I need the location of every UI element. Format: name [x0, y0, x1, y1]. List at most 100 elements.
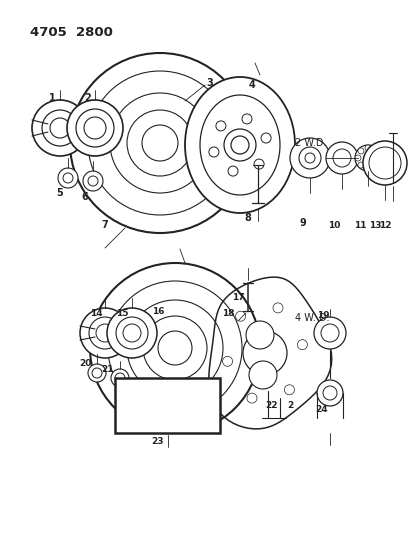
Ellipse shape	[200, 95, 280, 195]
Circle shape	[123, 324, 141, 342]
Text: 12: 12	[379, 221, 391, 230]
Text: 20: 20	[79, 359, 91, 367]
Ellipse shape	[139, 383, 155, 428]
Text: 2 W.D.: 2 W.D.	[295, 138, 326, 148]
Circle shape	[108, 281, 242, 415]
Circle shape	[110, 93, 210, 193]
Circle shape	[247, 393, 257, 403]
Circle shape	[284, 385, 295, 395]
Text: 9: 9	[299, 218, 306, 228]
Text: 2: 2	[84, 93, 91, 103]
Text: 5: 5	[57, 188, 63, 198]
Circle shape	[358, 162, 364, 168]
Circle shape	[363, 141, 407, 185]
Circle shape	[224, 129, 256, 161]
Circle shape	[317, 380, 343, 406]
Ellipse shape	[159, 383, 175, 428]
Text: 2: 2	[287, 400, 293, 409]
Circle shape	[365, 165, 371, 171]
Circle shape	[63, 173, 73, 183]
Text: 10: 10	[328, 221, 340, 230]
Circle shape	[88, 71, 232, 215]
Circle shape	[314, 317, 346, 349]
Circle shape	[249, 361, 277, 389]
Circle shape	[369, 147, 401, 179]
Text: 14: 14	[90, 309, 102, 318]
Circle shape	[127, 110, 193, 176]
Text: 4: 4	[248, 80, 255, 90]
Circle shape	[115, 373, 125, 383]
Circle shape	[42, 110, 78, 146]
Circle shape	[326, 142, 358, 174]
Circle shape	[375, 155, 381, 161]
Circle shape	[89, 317, 121, 349]
Text: 3: 3	[206, 78, 213, 88]
Circle shape	[323, 386, 337, 400]
Text: 4 W. D.: 4 W. D.	[295, 313, 330, 323]
Text: 13: 13	[369, 221, 381, 230]
Circle shape	[142, 125, 178, 161]
Circle shape	[228, 166, 238, 176]
Circle shape	[333, 149, 351, 167]
Ellipse shape	[179, 383, 195, 428]
Circle shape	[246, 321, 274, 349]
Circle shape	[242, 114, 252, 124]
Circle shape	[88, 176, 98, 186]
Ellipse shape	[199, 383, 215, 428]
Circle shape	[372, 148, 378, 154]
Circle shape	[90, 263, 260, 433]
Text: 17: 17	[232, 294, 244, 303]
Text: 22: 22	[266, 400, 278, 409]
Circle shape	[50, 118, 70, 138]
Text: 15: 15	[116, 309, 128, 318]
Circle shape	[84, 117, 106, 139]
Circle shape	[231, 136, 249, 154]
Circle shape	[321, 324, 339, 342]
Circle shape	[216, 121, 226, 131]
Circle shape	[290, 138, 330, 178]
Circle shape	[107, 308, 157, 358]
Circle shape	[273, 303, 283, 313]
Circle shape	[235, 311, 246, 321]
Circle shape	[243, 331, 287, 375]
Circle shape	[70, 53, 250, 233]
Ellipse shape	[185, 77, 295, 213]
Circle shape	[209, 147, 219, 157]
Circle shape	[76, 109, 114, 147]
Circle shape	[58, 168, 78, 188]
Circle shape	[67, 100, 123, 156]
Circle shape	[158, 331, 192, 365]
Circle shape	[96, 324, 114, 342]
Text: 21: 21	[101, 366, 113, 375]
Circle shape	[355, 155, 361, 161]
Circle shape	[111, 369, 129, 387]
Text: 1: 1	[49, 93, 55, 103]
Circle shape	[83, 171, 103, 191]
Ellipse shape	[119, 383, 135, 428]
Text: 11: 11	[354, 221, 366, 230]
Circle shape	[143, 316, 207, 380]
Text: 8: 8	[244, 213, 251, 223]
Circle shape	[92, 368, 102, 378]
Circle shape	[365, 145, 371, 151]
Text: 6: 6	[82, 192, 89, 202]
Circle shape	[254, 159, 264, 169]
Circle shape	[127, 300, 223, 396]
Bar	[115, 378, 220, 433]
Circle shape	[305, 153, 315, 163]
Text: 16: 16	[152, 306, 164, 316]
Circle shape	[372, 162, 378, 168]
Circle shape	[32, 100, 88, 156]
Circle shape	[355, 145, 381, 171]
Circle shape	[88, 364, 106, 382]
Text: 4705  2800: 4705 2800	[30, 27, 113, 39]
Text: 23: 23	[152, 437, 164, 446]
Text: 18: 18	[222, 309, 234, 318]
Circle shape	[223, 357, 233, 366]
Circle shape	[358, 148, 364, 154]
Circle shape	[297, 340, 307, 350]
Circle shape	[116, 317, 148, 349]
Text: 19: 19	[317, 311, 329, 319]
Circle shape	[261, 133, 271, 143]
Text: 24: 24	[316, 406, 328, 415]
